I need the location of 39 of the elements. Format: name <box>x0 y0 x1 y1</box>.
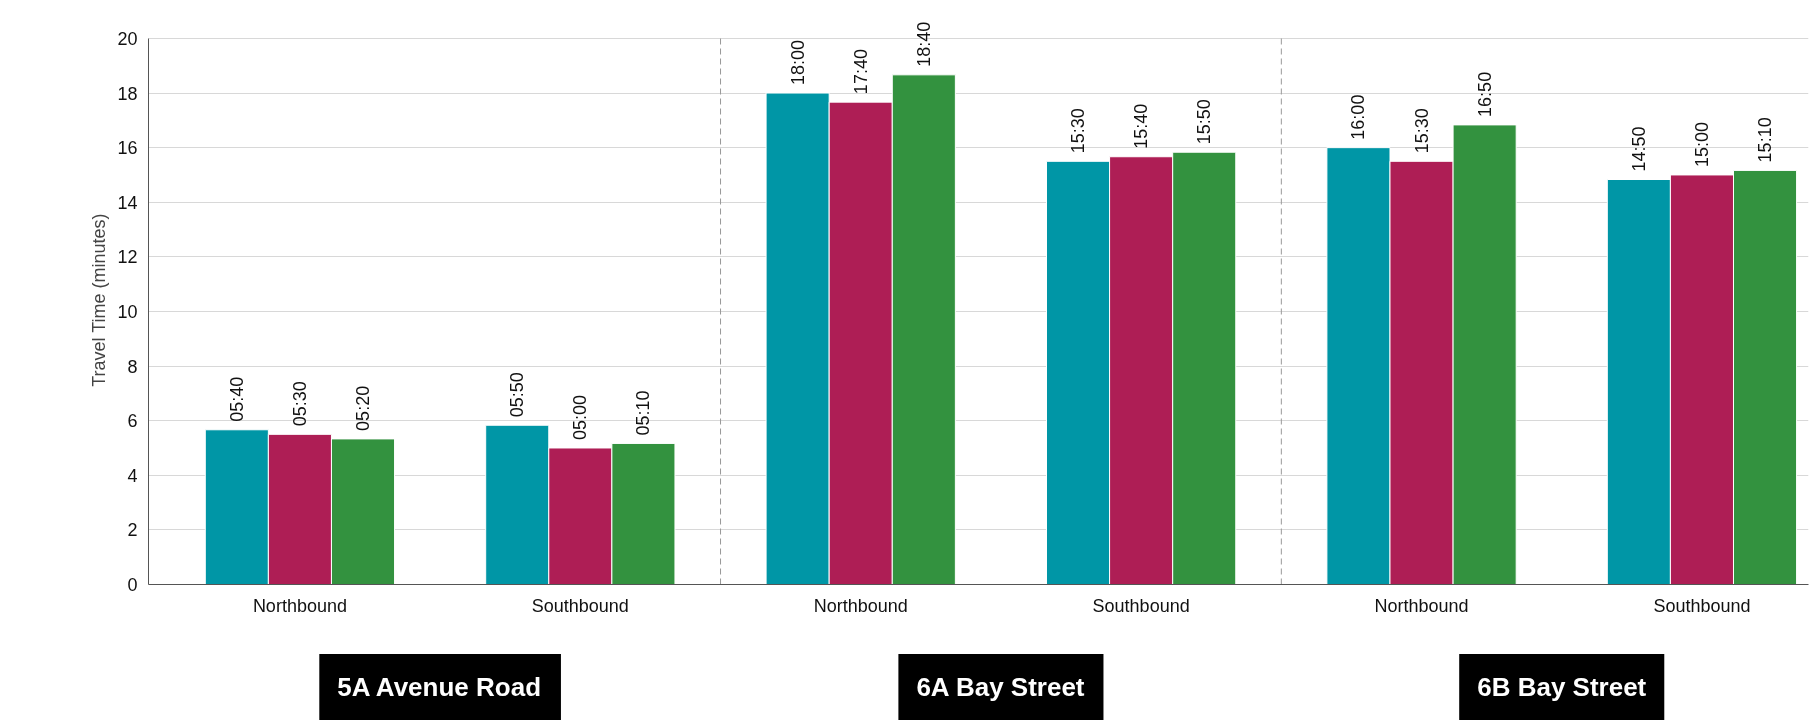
y-tick-label: 8 <box>127 356 138 377</box>
y-tick-label: 18 <box>117 83 138 104</box>
data-label: 05:40 <box>226 376 247 422</box>
text: 6B Bay Street <box>1477 672 1647 702</box>
data-label: 05:10 <box>633 390 654 436</box>
data-label: 16:50 <box>1474 71 1495 117</box>
data-label: 15:30 <box>1068 108 1089 154</box>
x-tick-label: Southbound <box>531 595 629 616</box>
data-label: 15:40 <box>1131 103 1152 149</box>
y-tick-label: 12 <box>117 247 138 268</box>
data-label: 05:20 <box>353 385 374 431</box>
data-label: 05:30 <box>289 381 310 427</box>
y-tick-label: 2 <box>127 520 138 541</box>
y-tick-label: 16 <box>117 138 138 159</box>
y-tick-label: 6 <box>127 411 138 432</box>
x-tick-label: Northbound <box>252 595 347 616</box>
data-label: 17:40 <box>850 49 871 95</box>
x-tick-label: Northbound <box>1374 595 1469 616</box>
data-label: 15:10 <box>1755 117 1776 163</box>
data-label: 05:50 <box>507 372 528 418</box>
text: 5A Avenue Road <box>337 672 542 702</box>
data-label: 15:00 <box>1691 121 1712 167</box>
data-label: 18:40 <box>913 21 934 67</box>
data-label: 15:30 <box>1411 108 1432 154</box>
x-tick-label: Northbound <box>813 595 908 616</box>
y-tick-label: 14 <box>117 192 138 213</box>
y-tick-label: 20 <box>117 28 138 49</box>
text: 6A Bay Street <box>916 672 1085 702</box>
data-label: 05:00 <box>570 394 591 440</box>
data-label: 15:50 <box>1194 99 1215 145</box>
data-label: 18:00 <box>787 39 808 86</box>
data-label: 16:00 <box>1348 94 1369 140</box>
data-label: 14:50 <box>1628 126 1649 172</box>
y-axis-title: Travel Time (minutes) <box>89 213 110 387</box>
y-tick-label: 10 <box>117 301 138 322</box>
y-tick-label: 4 <box>127 465 138 486</box>
x-tick-label: Southbound <box>1092 595 1190 616</box>
y-tick-label: 0 <box>127 575 138 595</box>
x-tick-label: Southbound <box>1653 595 1751 616</box>
